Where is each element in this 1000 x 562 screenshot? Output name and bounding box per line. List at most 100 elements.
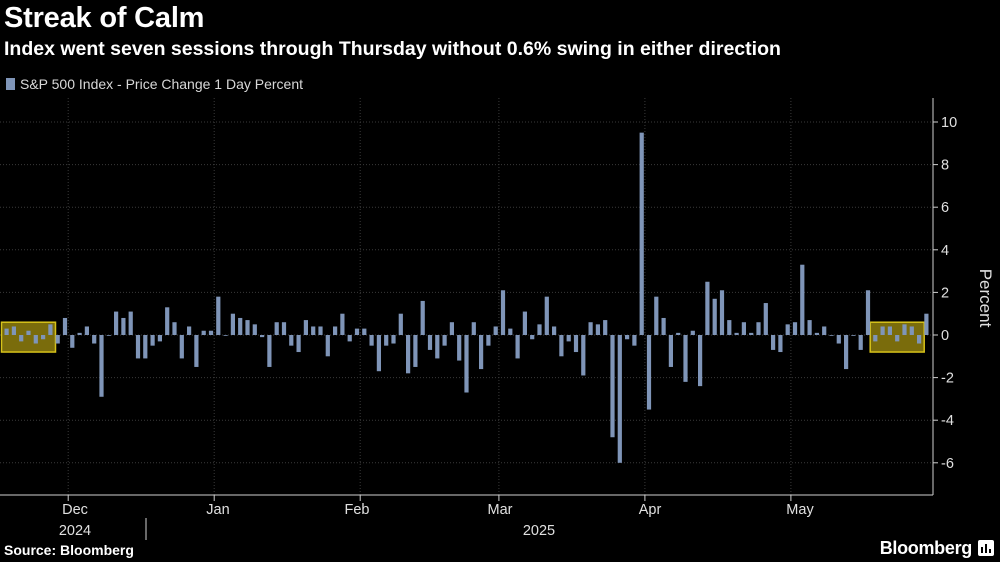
bar [449,322,454,335]
bar [179,335,184,359]
y-tick-label: 6 [941,200,949,216]
x-year-label: 2024 [59,523,91,539]
bar [632,335,637,346]
bar [260,335,265,338]
bar [369,335,374,346]
y-tick-label: 10 [941,115,957,131]
x-tick-label: Apr [639,502,662,518]
bar [354,328,360,335]
bar [719,290,725,335]
bar [406,335,411,374]
highlight-box [0,321,57,353]
bar [391,335,396,344]
bar [836,335,841,344]
bar [924,313,929,335]
bar [844,335,849,370]
bar-chart-icon [978,540,994,556]
bar [661,317,666,335]
bar [800,264,805,335]
bar [698,335,703,387]
bar [522,311,527,335]
bar [909,326,914,335]
bar [727,320,732,335]
bar [880,326,885,335]
bar [807,320,812,335]
bar [778,335,783,353]
bar [895,335,900,342]
bar [595,324,600,335]
bar [238,317,243,335]
bar [362,328,367,335]
bar [544,296,549,335]
bar [705,281,710,335]
chart-title: Streak of Calm [4,2,205,34]
bar [479,335,484,370]
bar [303,320,308,335]
bar [851,335,856,336]
bar [384,335,389,346]
bar [464,335,469,393]
bar [873,335,878,342]
bar [318,326,323,335]
bar [756,322,761,335]
x-tick-label: Jan [206,502,229,518]
bar [654,296,659,335]
bar [114,311,119,335]
bar [376,335,381,372]
bar [917,335,922,344]
y-tick-label: -2 [941,371,954,387]
bar [486,335,491,346]
bar [690,330,695,335]
bar [157,335,162,342]
chart-subtitle: Index went seven sessions through Thursd… [4,38,781,60]
bar [165,307,170,335]
bar [676,332,681,335]
bar [311,326,316,335]
x-year-label: 2025 [523,523,555,539]
y-tick-label: 0 [941,328,949,344]
bar [420,300,425,335]
bar [84,326,89,335]
bar [471,322,476,335]
bar [625,335,630,340]
bar [325,335,330,357]
bar [734,332,739,335]
bar [194,335,199,367]
bar [41,335,46,340]
bar [588,322,593,335]
x-tick-label: Mar [488,502,513,518]
bar [639,132,644,335]
bar [267,335,272,367]
bar [902,324,907,335]
bar [581,335,586,376]
bar [347,335,352,342]
bar [552,326,557,335]
bar [135,335,141,359]
source-note: Source: Bloomberg [4,542,134,558]
bar [274,322,279,335]
y-tick-label: 4 [941,243,949,259]
bar [829,335,834,336]
bar [763,303,768,335]
legend-label: S&P 500 Index - Price Change 1 Day Perce… [20,76,304,92]
y-tick-label: -6 [941,456,954,472]
bar [457,335,462,361]
legend-swatch [6,78,15,90]
bar [858,335,863,350]
bar [435,335,440,359]
bar [77,332,82,335]
x-tick-label: May [786,502,814,518]
y-axis-label: Percent [976,269,995,328]
bar [668,335,673,367]
bar [26,330,31,335]
bar [493,326,498,335]
bar [92,335,97,344]
bar [48,324,53,335]
bar [333,326,338,335]
bar [749,332,754,335]
bar [413,335,418,367]
bar [792,322,798,335]
bar [515,335,520,359]
bar [340,313,345,335]
